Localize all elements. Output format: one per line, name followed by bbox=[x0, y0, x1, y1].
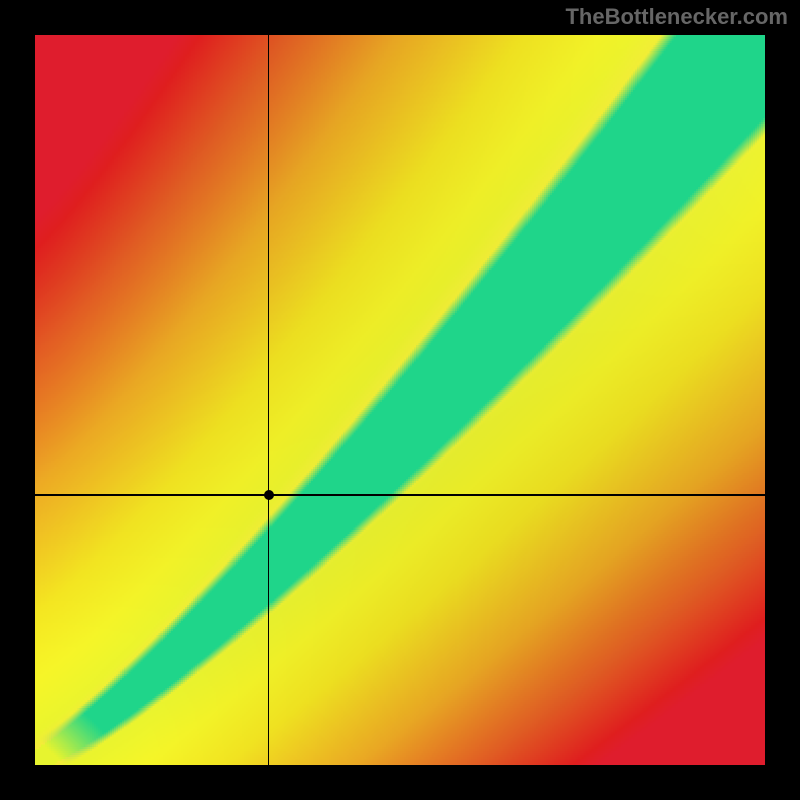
crosshair-vertical bbox=[268, 35, 270, 765]
chart-stage: { "heatmap": { "type": "heatmap", "water… bbox=[0, 0, 800, 800]
crosshair-dot bbox=[264, 490, 274, 500]
bottleneck-heatmap bbox=[35, 35, 765, 765]
crosshair-horizontal bbox=[35, 494, 765, 496]
watermark-text: TheBottlenecker.com bbox=[565, 4, 788, 30]
